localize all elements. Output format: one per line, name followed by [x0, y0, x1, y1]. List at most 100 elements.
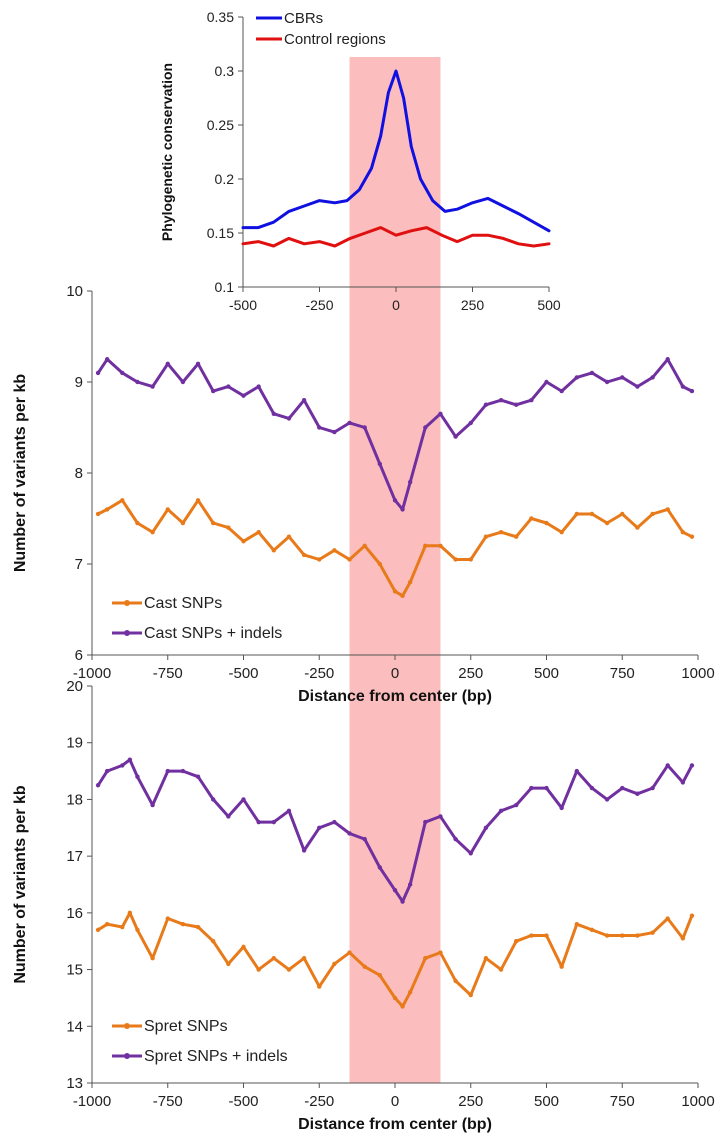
y-tick-label: 14	[66, 1018, 83, 1035]
data-point	[544, 785, 549, 791]
data-point	[165, 507, 170, 512]
data-point	[400, 899, 405, 904]
data-point	[301, 552, 307, 558]
data-point	[392, 995, 398, 1001]
data-point	[241, 539, 246, 544]
data-point	[135, 927, 140, 933]
data-point	[286, 808, 292, 813]
series-line	[96, 498, 694, 598]
data-point	[423, 956, 428, 961]
data-point	[271, 956, 276, 961]
data-point	[650, 511, 655, 517]
legend-label: CBRs	[284, 10, 323, 27]
data-point	[423, 425, 428, 430]
data-point	[635, 525, 640, 530]
data-point	[544, 379, 549, 385]
data-point	[135, 520, 140, 526]
data-point	[620, 933, 625, 938]
y-tick-label: 20	[66, 678, 83, 695]
data-point	[407, 479, 413, 485]
data-point	[604, 379, 610, 385]
data-point	[665, 763, 670, 768]
data-point	[180, 768, 186, 774]
data-point	[317, 557, 322, 562]
x-tick-label: -1000	[73, 665, 111, 682]
x-tick-label: -250	[305, 297, 333, 313]
data-point	[574, 922, 579, 927]
data-point	[211, 388, 216, 394]
data-point	[483, 956, 489, 961]
chart-spret: 13 14 15 16 17 18 19 20 -1000 -750 -500 -250 0 250 500…	[12, 678, 715, 1133]
legend-marker	[124, 600, 130, 606]
series-line	[96, 357, 694, 511]
data-point	[226, 814, 231, 819]
x-tick-label: -500	[228, 1093, 258, 1110]
data-point	[423, 819, 428, 825]
x-tick-label: -1000	[73, 1093, 111, 1110]
y-tick-label: 6	[75, 647, 83, 664]
highlight-band	[349, 57, 441, 1083]
legend-label: Spret SNPs + indels	[144, 1048, 288, 1065]
data-point	[438, 543, 443, 548]
legend-label: Cast SNPs	[144, 595, 222, 612]
data-point	[635, 933, 640, 938]
data-point	[589, 370, 595, 376]
data-point	[604, 520, 610, 526]
data-point	[150, 384, 155, 389]
y-tick-label: 18	[66, 791, 83, 808]
data-point	[317, 984, 322, 989]
data-point	[286, 967, 292, 972]
data-point	[271, 819, 276, 825]
data-point	[620, 785, 625, 791]
data-point	[95, 511, 101, 517]
data-point	[195, 498, 201, 503]
data-point	[665, 507, 670, 512]
data-point	[604, 797, 610, 802]
legend-label: Spret SNPs	[144, 1018, 228, 1035]
data-point	[301, 848, 307, 853]
data-point	[680, 529, 686, 535]
data-point	[256, 529, 261, 535]
series-line	[241, 226, 551, 248]
data-point	[544, 933, 549, 938]
data-point	[180, 520, 186, 526]
data-point	[529, 785, 534, 791]
data-point	[665, 916, 670, 921]
data-point	[95, 783, 101, 788]
data-point	[195, 774, 201, 779]
x-tick-label: -250	[304, 665, 334, 682]
y-tick-label: 13	[66, 1075, 83, 1092]
data-point	[362, 964, 367, 969]
data-point	[241, 393, 246, 398]
data-point	[127, 910, 133, 916]
data-point	[150, 956, 155, 961]
data-point	[680, 384, 686, 389]
y-tick-label: 15	[66, 962, 83, 979]
data-point	[438, 411, 443, 417]
data-point	[650, 785, 655, 791]
data-point	[120, 924, 125, 930]
data-point	[407, 990, 413, 995]
data-point	[211, 797, 216, 802]
data-point	[559, 805, 564, 811]
x-tick-label: 0	[392, 297, 400, 313]
x-tick-label: 0	[391, 1093, 399, 1110]
y-tick-label: 0.2	[215, 171, 235, 187]
data-point	[165, 768, 170, 774]
y-tick-label: 0.35	[207, 9, 234, 25]
y-tick-label: 7	[75, 556, 83, 573]
data-point	[317, 825, 322, 830]
data-point	[180, 379, 186, 385]
data-point	[165, 916, 170, 921]
data-point	[377, 865, 383, 870]
chart-cast: 6 7 8 9 10 -1000 -750 -500 -250 0 250 500 750 1000 Num…	[12, 283, 715, 705]
data-point	[635, 384, 640, 389]
data-point	[286, 534, 292, 539]
data-point	[301, 956, 307, 961]
x-tick-label: 250	[461, 297, 485, 313]
x-tick-label: -500	[229, 297, 257, 313]
data-point	[559, 529, 564, 535]
data-point	[332, 548, 337, 553]
x-tick-label: -500	[228, 665, 258, 682]
